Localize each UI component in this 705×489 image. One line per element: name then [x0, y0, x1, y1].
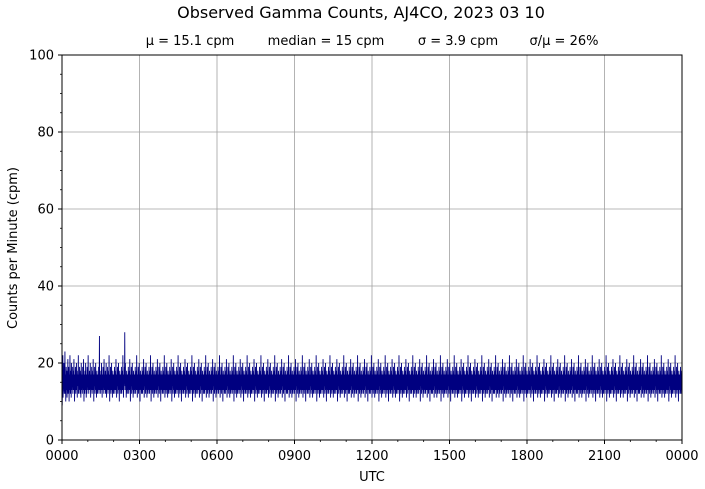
- x-axis-ticks: 0000 0300 0600 0900 1200 1500 1800 2100 0000: [45, 440, 699, 464]
- x-tick-label: 2100: [588, 449, 621, 464]
- series-line-0: [61, 332, 683, 406]
- x-tick-label: 0900: [278, 449, 311, 464]
- y-tick-label: 0: [46, 434, 54, 449]
- y-tick-label: 80: [37, 126, 54, 141]
- series-group: [61, 332, 683, 406]
- x-tick-label: 1800: [510, 449, 543, 464]
- x-tick-label: 1200: [355, 449, 388, 464]
- x-tick-label: 0300: [123, 449, 156, 464]
- x-tick-label: 0000: [665, 449, 698, 464]
- y-tick-label: 20: [37, 357, 54, 372]
- x-tick-label: 0600: [200, 449, 233, 464]
- chart-title: Observed Gamma Counts, AJ4CO, 2023 03 10: [177, 3, 545, 22]
- x-axis-label: UTC: [359, 470, 385, 485]
- stat-cv: σ/μ = 26%: [530, 34, 599, 49]
- y-tick-label: 100: [29, 49, 54, 64]
- grid-lines: [62, 55, 682, 440]
- y-axis-ticks: 0 20 40 60 80 100: [29, 49, 62, 449]
- x-tick-label: 1500: [433, 449, 466, 464]
- y-tick-label: 40: [37, 280, 54, 295]
- stat-stddev: σ = 3.9 cpm: [418, 34, 498, 49]
- y-tick-label: 60: [37, 203, 54, 218]
- y-axis-label: Counts per Minute (cpm): [6, 167, 21, 329]
- x-tick-label: 0000: [45, 449, 78, 464]
- stat-mean: μ = 15.1 cpm: [146, 34, 235, 49]
- subtitle-stats: μ = 15.1 cpm median = 15 cpm σ = 3.9 cpm…: [146, 34, 599, 49]
- stat-median: median = 15 cpm: [268, 34, 385, 49]
